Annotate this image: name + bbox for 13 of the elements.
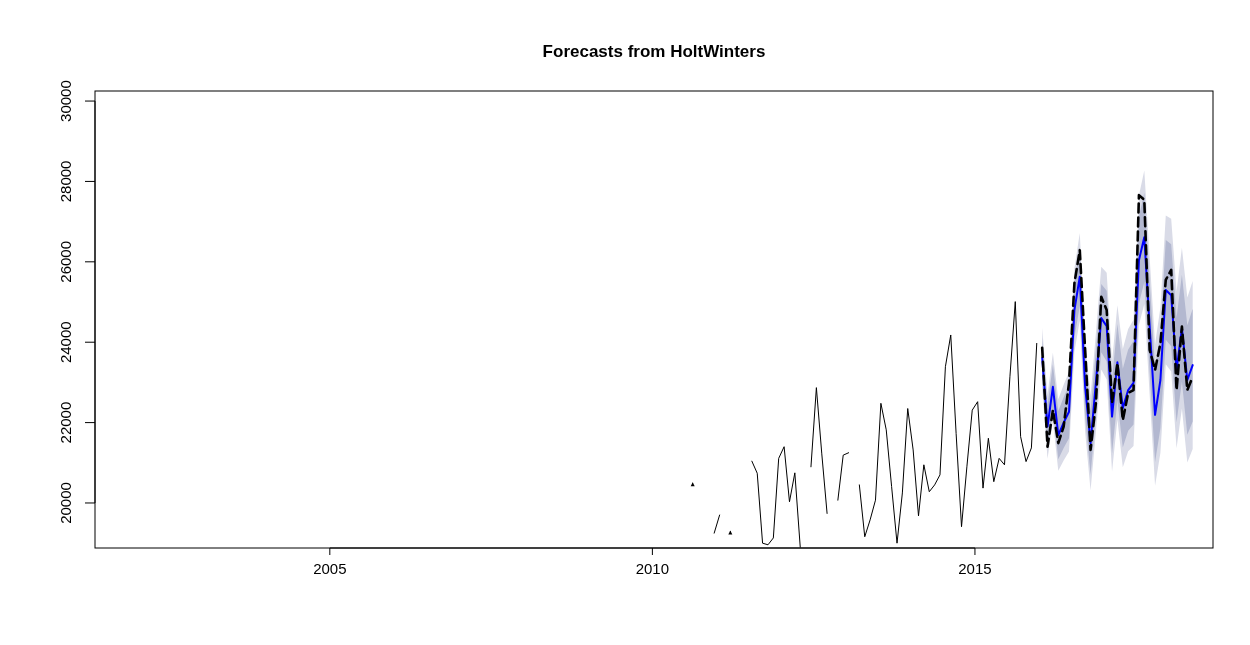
line-series — [1041, 236, 1194, 445]
y-tick-label: 24000 — [57, 321, 74, 364]
y-tick-label: 20000 — [57, 482, 74, 524]
x-tick-label: 2005 — [313, 560, 347, 577]
chart-title: Forecasts from HoltWinters — [542, 42, 766, 61]
line-series — [858, 301, 1038, 544]
x-tick-label: 2015 — [958, 560, 992, 577]
x-tick-label: 2010 — [635, 560, 670, 577]
y-tick-label: 30000 — [57, 80, 74, 122]
y-tick-label: 26000 — [57, 240, 74, 283]
y-tick-label: 22000 — [57, 401, 74, 444]
line-series — [810, 387, 828, 514]
y-tick-label: 28000 — [57, 160, 74, 203]
